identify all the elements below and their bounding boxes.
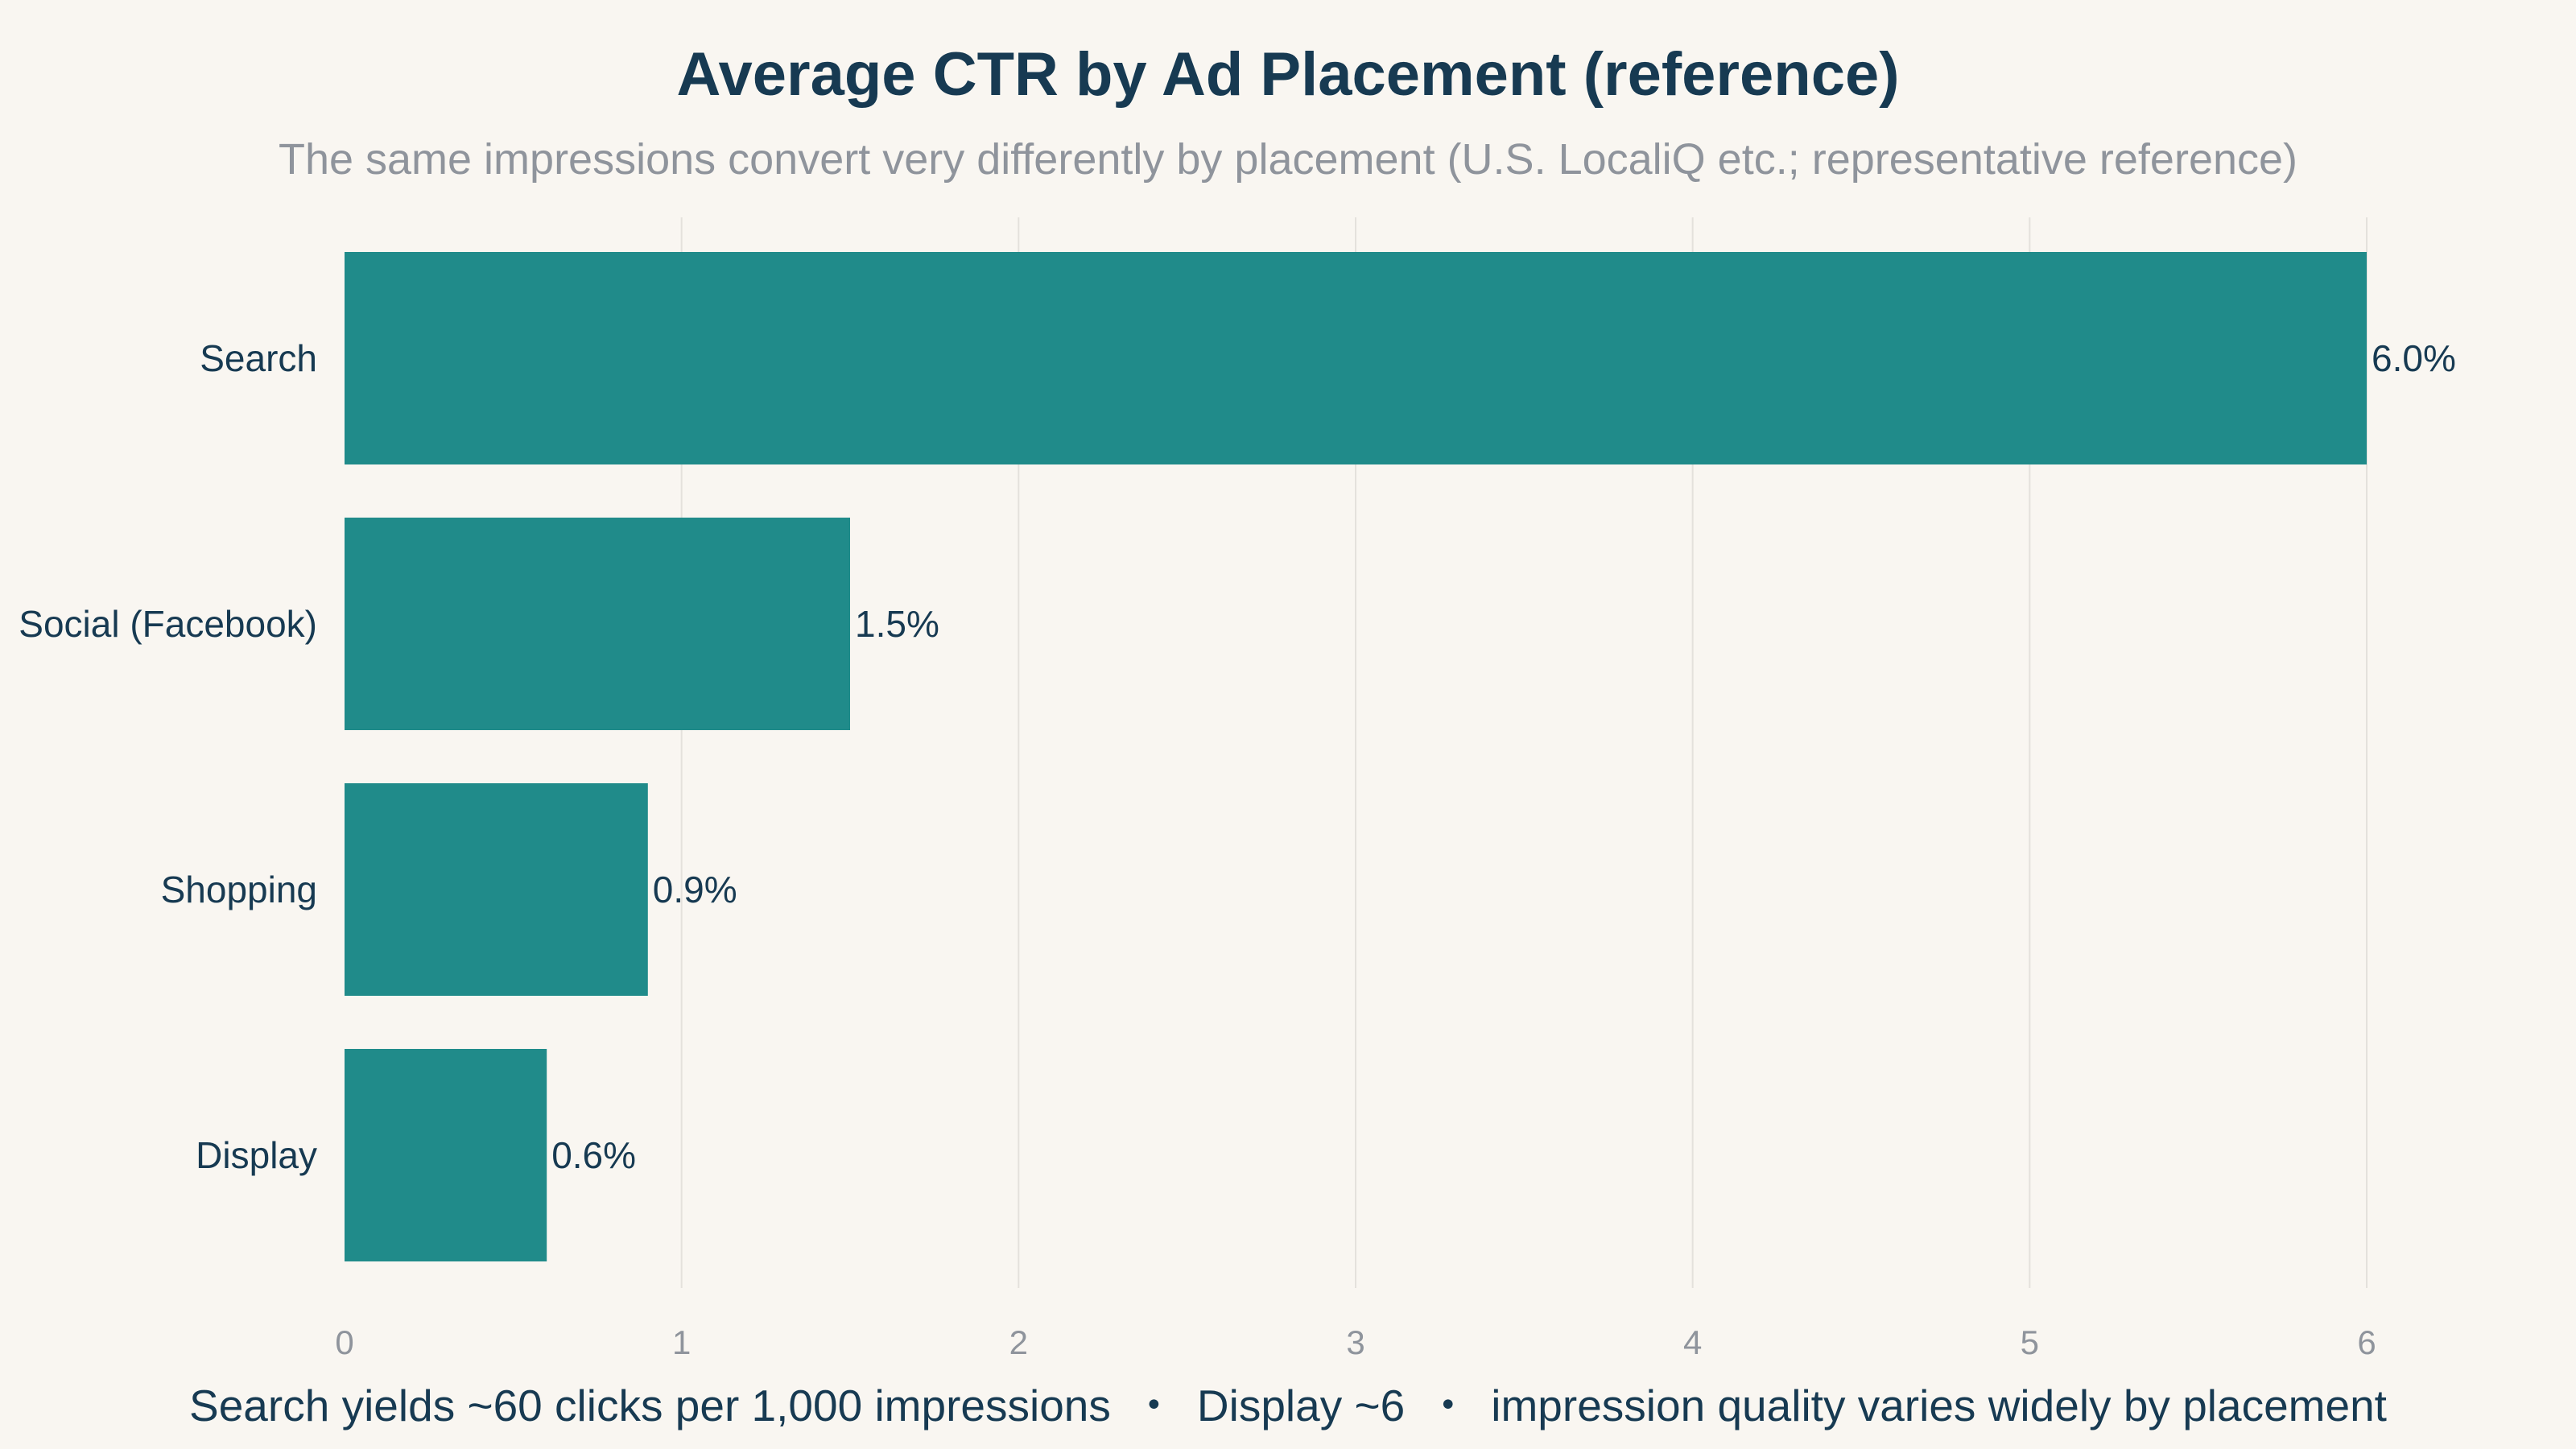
x-tick-label: 6 [2357, 1323, 2376, 1361]
category-label: Search [200, 337, 317, 379]
footnote-quality-note: impression quality varies widely by plac… [1491, 1381, 2387, 1430]
bar-value-label: 6.0% [2372, 337, 2456, 379]
category-label: Shopping [161, 869, 317, 910]
bar [345, 518, 850, 730]
footnote-display-note: Display ~6 [1196, 1381, 1406, 1430]
x-tick-label: 1 [672, 1323, 691, 1361]
footnote-separator: ・ [1426, 1381, 1471, 1430]
bar-value-label: 1.5% [855, 603, 939, 645]
bar-value-label: 0.9% [653, 869, 737, 910]
footnote-search-note: Search yields ~60 clicks per 1,000 impre… [189, 1381, 1111, 1430]
x-tick-label: 4 [1683, 1323, 1702, 1361]
bar [345, 252, 2367, 464]
bar-value-label: 0.6% [551, 1134, 636, 1176]
bar [345, 783, 648, 996]
x-tick-label: 2 [1009, 1323, 1028, 1361]
labels: 0 1 2 3 4 5 6 Search 6.0% Social (Facebook) 1.5% Sh… [19, 337, 2456, 1361]
x-tick-label: 5 [2021, 1323, 2039, 1361]
chart-title: Average CTR by Ad Placement (reference) [676, 40, 1900, 109]
footnote-separator: ・ [1131, 1381, 1176, 1430]
category-label: Display [196, 1134, 317, 1176]
x-tick-label: 0 [335, 1323, 353, 1361]
chart-subtitle: The same impressions convert very differ… [278, 135, 2298, 184]
x-tick-label: 3 [1346, 1323, 1364, 1361]
bars [345, 252, 2367, 1261]
chart-footnote: Search yields ~60 clicks per 1,000 impre… [0, 1377, 2576, 1435]
bar [345, 1049, 547, 1261]
category-label: Social (Facebook) [19, 603, 317, 645]
